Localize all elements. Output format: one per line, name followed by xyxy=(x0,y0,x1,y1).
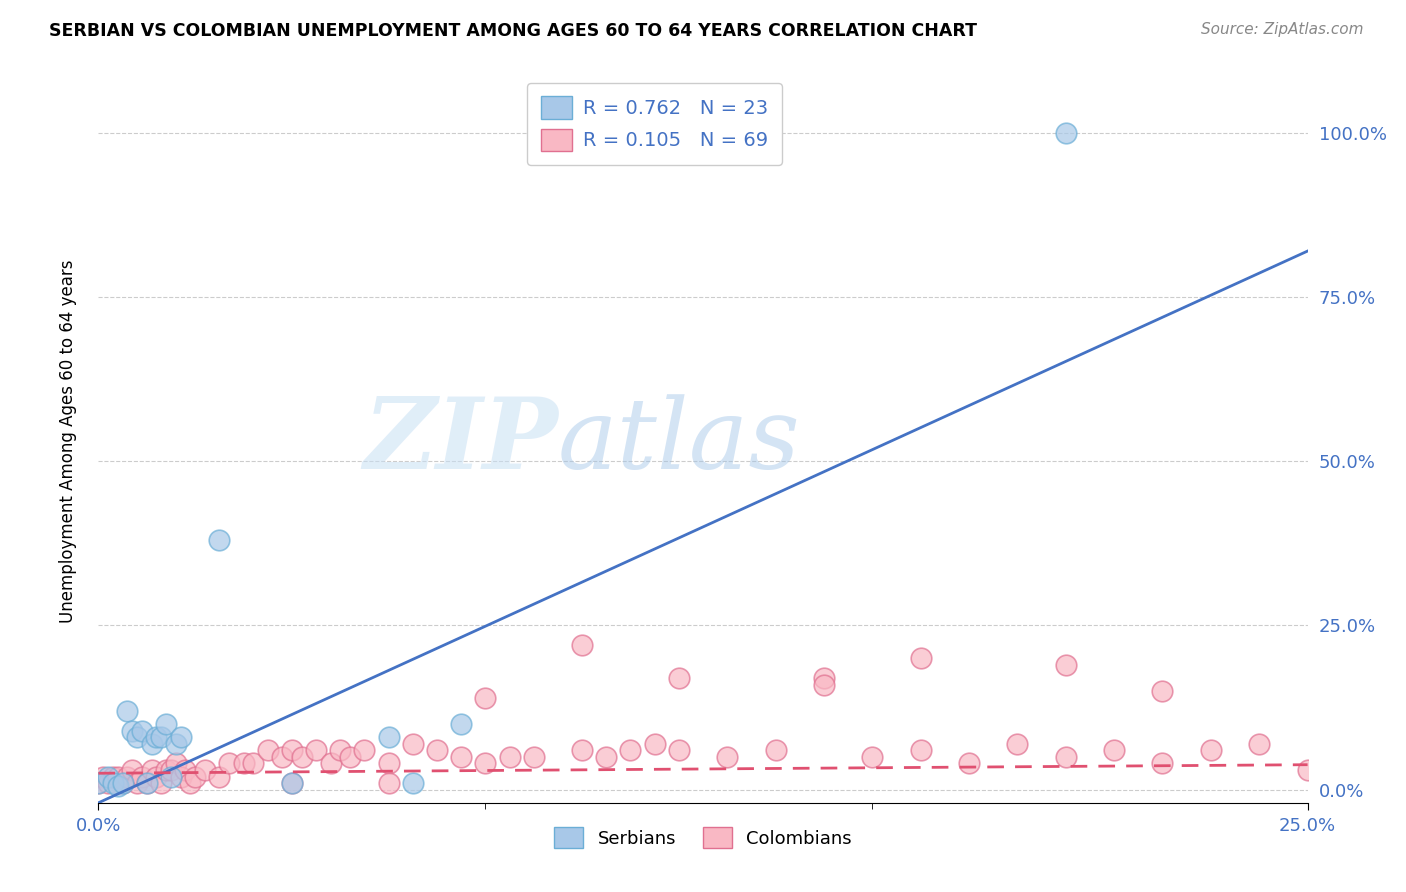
Point xyxy=(329,743,352,757)
Point xyxy=(127,730,149,744)
Point xyxy=(281,743,304,757)
Point xyxy=(160,763,183,777)
Point xyxy=(290,749,312,764)
Point xyxy=(860,749,883,764)
Point xyxy=(145,770,167,784)
Point xyxy=(1007,737,1029,751)
Point xyxy=(107,780,129,794)
Text: atlas: atlas xyxy=(558,394,800,489)
Point xyxy=(87,776,110,790)
Point xyxy=(474,756,496,771)
Point xyxy=(121,763,143,777)
Point xyxy=(150,776,173,790)
Point xyxy=(131,770,153,784)
Point xyxy=(474,690,496,705)
Point xyxy=(1152,756,1174,771)
Y-axis label: Unemployment Among Ages 60 to 64 years: Unemployment Among Ages 60 to 64 years xyxy=(59,260,77,624)
Point xyxy=(668,671,690,685)
Point xyxy=(97,770,120,784)
Point xyxy=(208,770,231,784)
Point xyxy=(165,756,187,771)
Point xyxy=(644,737,666,751)
Point xyxy=(160,770,183,784)
Point xyxy=(101,770,124,784)
Point xyxy=(107,770,129,784)
Point xyxy=(155,717,177,731)
Point xyxy=(619,743,641,757)
Point xyxy=(101,776,124,790)
Point xyxy=(957,756,980,771)
Text: ZIP: ZIP xyxy=(363,393,558,490)
Point xyxy=(174,763,197,777)
Point xyxy=(111,776,134,790)
Point xyxy=(910,743,932,757)
Point xyxy=(169,730,191,744)
Point xyxy=(208,533,231,547)
Point xyxy=(281,776,304,790)
Point xyxy=(155,763,177,777)
Point xyxy=(1054,657,1077,672)
Point xyxy=(218,756,240,771)
Point xyxy=(111,776,134,790)
Point xyxy=(450,749,472,764)
Point xyxy=(377,730,399,744)
Point xyxy=(813,671,835,685)
Point xyxy=(97,776,120,790)
Point xyxy=(145,730,167,744)
Point xyxy=(91,770,114,784)
Point xyxy=(165,737,187,751)
Point xyxy=(353,743,375,757)
Point xyxy=(232,756,254,771)
Point xyxy=(450,717,472,731)
Point xyxy=(1152,684,1174,698)
Point xyxy=(571,743,593,757)
Point xyxy=(765,743,787,757)
Point xyxy=(141,763,163,777)
Point xyxy=(194,763,217,777)
Point xyxy=(910,651,932,665)
Point xyxy=(131,723,153,738)
Point xyxy=(281,776,304,790)
Point xyxy=(595,749,617,764)
Point xyxy=(426,743,449,757)
Point xyxy=(813,677,835,691)
Point xyxy=(117,770,139,784)
Point xyxy=(402,776,425,790)
Point xyxy=(1249,737,1271,751)
Point xyxy=(87,776,110,790)
Point xyxy=(271,749,294,764)
Point xyxy=(377,756,399,771)
Text: SERBIAN VS COLOMBIAN UNEMPLOYMENT AMONG AGES 60 TO 64 YEARS CORRELATION CHART: SERBIAN VS COLOMBIAN UNEMPLOYMENT AMONG … xyxy=(49,22,977,40)
Point xyxy=(184,770,207,784)
Point xyxy=(121,723,143,738)
Point xyxy=(1102,743,1125,757)
Point xyxy=(127,776,149,790)
Point xyxy=(377,776,399,790)
Point xyxy=(668,743,690,757)
Point xyxy=(256,743,278,757)
Point xyxy=(1199,743,1222,757)
Point xyxy=(1054,126,1077,140)
Point xyxy=(402,737,425,751)
Point xyxy=(498,749,520,764)
Text: Source: ZipAtlas.com: Source: ZipAtlas.com xyxy=(1201,22,1364,37)
Point xyxy=(179,776,201,790)
Point xyxy=(1054,749,1077,764)
Point xyxy=(571,638,593,652)
Point xyxy=(339,749,361,764)
Point xyxy=(169,770,191,784)
Point xyxy=(1296,763,1319,777)
Point xyxy=(150,730,173,744)
Point xyxy=(242,756,264,771)
Point xyxy=(117,704,139,718)
Point xyxy=(135,776,157,790)
Point xyxy=(716,749,738,764)
Legend: Serbians, Colombians: Serbians, Colombians xyxy=(547,820,859,855)
Point xyxy=(319,756,342,771)
Point xyxy=(305,743,328,757)
Point xyxy=(135,776,157,790)
Point xyxy=(141,737,163,751)
Point xyxy=(523,749,546,764)
